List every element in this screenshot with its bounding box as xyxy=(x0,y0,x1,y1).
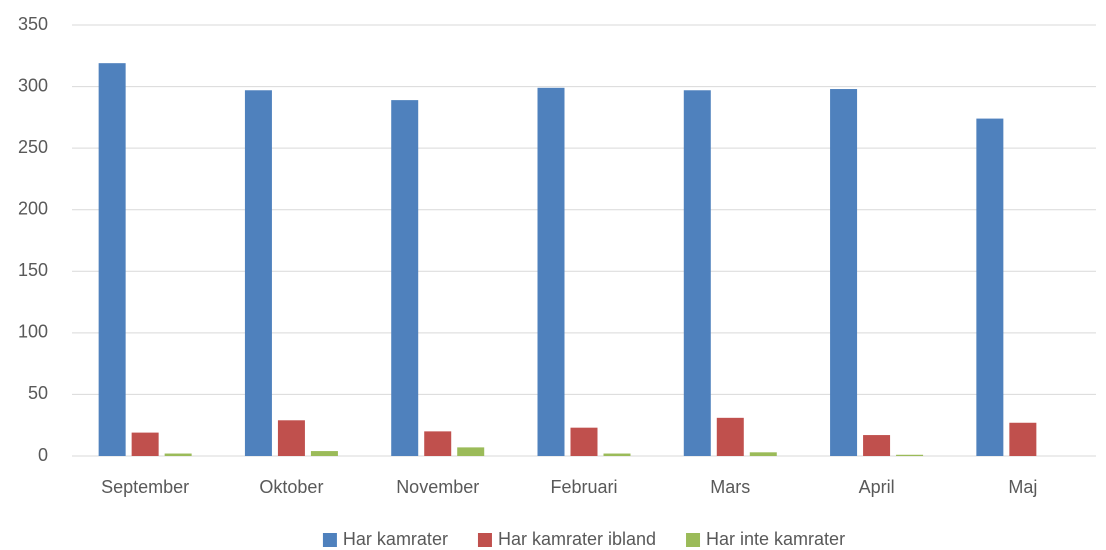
bar xyxy=(310,451,338,456)
legend-label: Har kamrater xyxy=(343,529,448,549)
legend-swatch xyxy=(322,533,337,547)
bar xyxy=(749,452,777,456)
legend-swatch xyxy=(477,533,492,547)
bar xyxy=(716,417,744,456)
bar xyxy=(244,90,272,456)
legend-swatch xyxy=(686,533,701,547)
y-tick-label: 300 xyxy=(18,75,48,95)
legend-label: Har kamrater ibland xyxy=(498,529,656,549)
bar xyxy=(164,453,192,456)
bar xyxy=(683,90,711,456)
bar xyxy=(424,431,452,456)
x-tick-label: April xyxy=(859,477,895,497)
x-tick-label: Mars xyxy=(710,477,750,497)
y-tick-label: 200 xyxy=(18,198,48,218)
bar xyxy=(603,453,631,456)
bar xyxy=(131,432,159,456)
bar xyxy=(570,427,598,456)
legend-label: Har inte kamrater xyxy=(706,529,845,549)
y-tick-label: 0 xyxy=(38,445,48,465)
bar xyxy=(896,454,924,456)
y-tick-label: 100 xyxy=(18,322,48,342)
bar xyxy=(457,447,485,456)
y-tick-label: 250 xyxy=(18,137,48,157)
y-tick-label: 150 xyxy=(18,260,48,280)
bar xyxy=(1009,422,1037,456)
bar xyxy=(863,435,891,456)
bar xyxy=(277,420,305,456)
bar xyxy=(98,63,126,456)
bar xyxy=(830,89,858,456)
y-tick-label: 350 xyxy=(18,14,48,34)
x-tick-label: September xyxy=(101,477,189,497)
x-tick-label: November xyxy=(396,477,479,497)
bar xyxy=(391,100,419,457)
x-tick-label: Februari xyxy=(550,477,617,497)
x-tick-label: Oktober xyxy=(259,477,323,497)
bar xyxy=(537,87,565,456)
y-tick-label: 50 xyxy=(28,383,48,403)
x-tick-label: Maj xyxy=(1008,477,1037,497)
bar xyxy=(976,118,1004,457)
